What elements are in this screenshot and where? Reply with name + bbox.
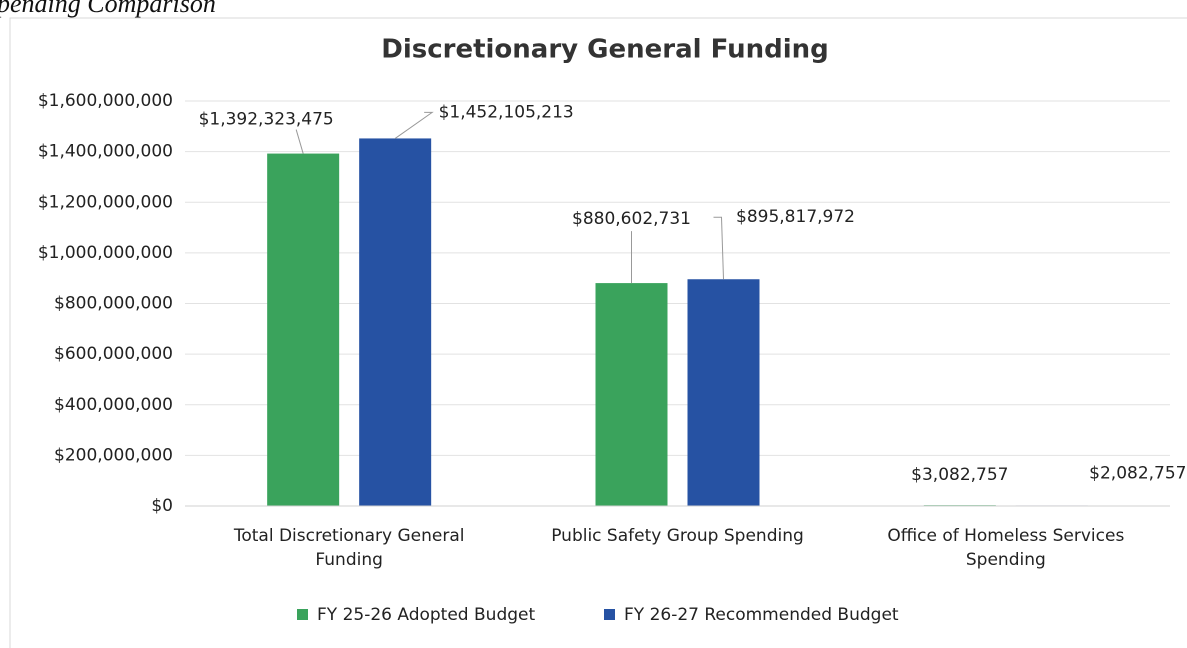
y-tick-label: $200,000,000: [54, 445, 173, 465]
caption: Spending Comparison: [0, 0, 216, 18]
chart-title: Discretionary General Funding: [381, 35, 829, 65]
y-tick-label: $1,200,000,000: [38, 192, 173, 212]
x-tick-label: Public Safety Group Spending: [551, 526, 804, 546]
x-tick-label: Office of Homeless Services Spending: [887, 526, 1124, 570]
leader-line: [394, 111, 434, 139]
legend-swatch: [297, 609, 308, 620]
leader-line: [713, 216, 724, 280]
bar: [359, 138, 432, 507]
data-label: $895,817,972: [736, 207, 855, 227]
data-label: $3,082,757: [911, 465, 1008, 485]
data-label: $1,452,105,213: [439, 102, 574, 122]
legend-label: FY 25-26 Adopted Budget: [317, 605, 535, 625]
bar: [687, 279, 760, 506]
y-tick-label: $400,000,000: [54, 395, 173, 415]
legend-label: FY 26-27 Recommended Budget: [624, 605, 899, 625]
data-label: $1,392,323,475: [199, 110, 334, 130]
y-tick-label: $0: [151, 496, 173, 516]
y-tick-label: $1,000,000,000: [38, 243, 173, 263]
bar: [267, 153, 340, 506]
y-tick-label: $1,600,000,000: [38, 91, 173, 111]
y-tick-label: $800,000,000: [54, 294, 173, 314]
y-tick-label: $1,400,000,000: [38, 142, 173, 162]
y-tick-label: $600,000,000: [54, 344, 173, 364]
data-label: $880,602,731: [572, 209, 691, 229]
leader-line: [295, 129, 304, 154]
legend-swatch: [604, 609, 615, 620]
bar: [595, 283, 668, 506]
x-tick-label: Total Discretionary General Funding: [233, 526, 465, 570]
data-label: $2,082,757: [1089, 463, 1186, 483]
